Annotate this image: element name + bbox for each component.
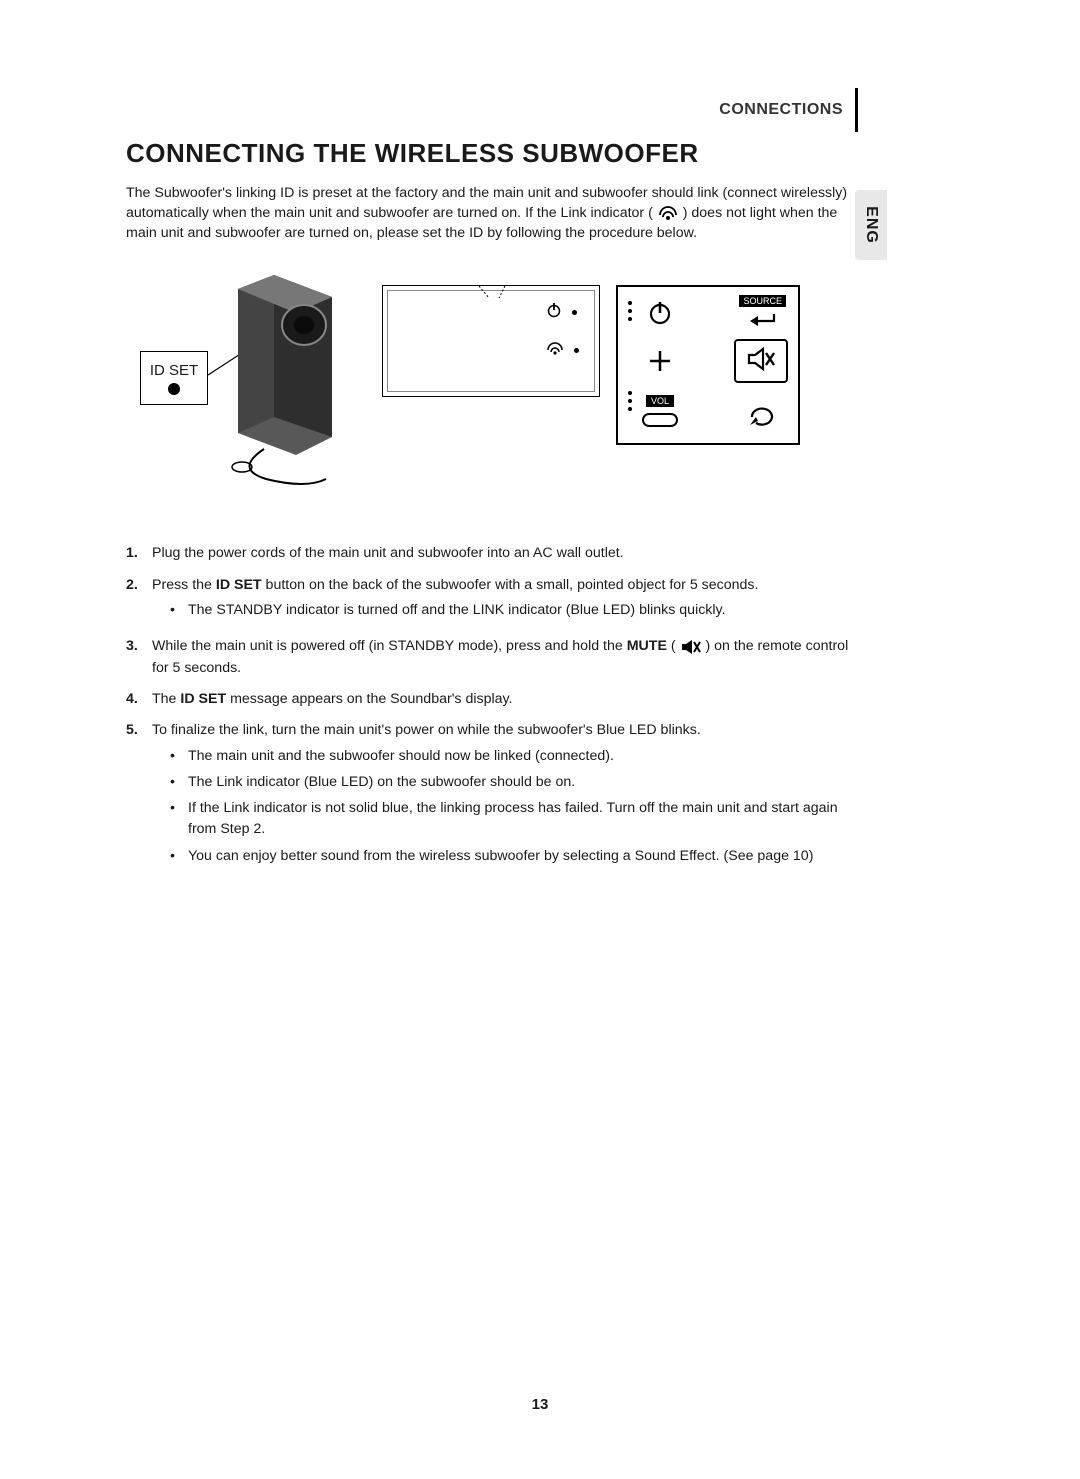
link-signal-icon	[657, 205, 683, 221]
subwoofer-diagram: ID SET	[126, 269, 366, 499]
step-number: 2.	[126, 575, 152, 627]
language-tab-text: ENG	[862, 206, 880, 244]
page-header: CONNECTIONS	[719, 88, 858, 132]
step-item: 2.Press the ID SET button on the back of…	[126, 575, 860, 627]
step-body: Plug the power cords of the main unit an…	[152, 543, 860, 564]
mute-icon	[746, 346, 776, 377]
step-item: 4.The ID SET message appears on the Soun…	[126, 689, 860, 710]
mute-icon	[680, 638, 702, 654]
step-item: 1.Plug the power cords of the main unit …	[126, 543, 860, 564]
remote-diagram: SOURCE VOL	[616, 285, 800, 445]
steps-list: 1.Plug the power cords of the main unit …	[126, 543, 860, 872]
source-label: SOURCE	[739, 295, 786, 307]
step-number: 1.	[126, 543, 152, 564]
header-divider	[855, 88, 858, 132]
bullet-text: If the Link indicator is not solid blue,…	[188, 798, 860, 841]
section-label: CONNECTIONS	[719, 101, 855, 119]
bullet-item: •The Link indicator (Blue LED) on the su…	[152, 772, 860, 793]
led-dot-icon	[572, 310, 577, 315]
bullet-mark: •	[170, 846, 188, 867]
power-button-icon	[646, 299, 674, 332]
remote-dots-top	[628, 301, 632, 321]
standby-indicator	[546, 302, 579, 323]
bullet-item: •The STANDBY indicator is turned off and…	[152, 600, 860, 621]
subwoofer-svg	[126, 269, 366, 499]
step-number: 5.	[126, 720, 152, 872]
intro-paragraph: The Subwoofer's linking ID is preset at …	[126, 183, 860, 243]
step-number: 4.	[126, 689, 152, 710]
bullet-mark: •	[170, 746, 188, 767]
bullet-text: The Link indicator (Blue LED) on the sub…	[188, 772, 575, 793]
bullet-item: •You can enjoy better sound from the wir…	[152, 846, 860, 867]
step-text: To finalize the link, turn the main unit…	[152, 720, 860, 741]
content-area: CONNECTING THE WIRELESS SUBWOOFER The Su…	[126, 138, 860, 882]
back-panel-diagram	[382, 285, 600, 397]
step-body: To finalize the link, turn the main unit…	[152, 720, 860, 872]
repeat-icon	[746, 403, 778, 432]
bullet-list: •The main unit and the subwoofer should …	[152, 746, 860, 867]
plus-icon	[646, 347, 674, 383]
step-text: Press the ID SET button on the back of t…	[152, 575, 860, 596]
step-text: The ID SET message appears on the Soundb…	[152, 689, 860, 710]
back-panel-top-lines	[383, 284, 601, 304]
step-item: 5.To finalize the link, turn the main un…	[126, 720, 860, 872]
arrow-return-icon	[748, 311, 778, 334]
step-text: Plug the power cords of the main unit an…	[152, 543, 860, 564]
step-body: Press the ID SET button on the back of t…	[152, 575, 860, 627]
mute-button-highlight	[734, 339, 788, 383]
power-icon	[546, 302, 562, 323]
oval-button-icon	[642, 413, 678, 427]
back-panel-indicators	[546, 302, 579, 360]
bullet-item: •The main unit and the subwoofer should …	[152, 746, 860, 767]
step-text: While the main unit is powered off (in S…	[152, 636, 860, 679]
diagram-row: ID SET	[126, 269, 860, 499]
bullet-mark: •	[170, 772, 188, 793]
page-number: 13	[0, 1396, 1080, 1413]
remote-dots-bottom	[628, 391, 632, 411]
source-button-area: SOURCE	[739, 295, 786, 334]
step-item: 3.While the main unit is powered off (in…	[126, 636, 860, 679]
bullet-list: •The STANDBY indicator is turned off and…	[152, 600, 860, 621]
step-number: 3.	[126, 636, 152, 679]
bullet-mark: •	[170, 798, 188, 841]
step-body: While the main unit is powered off (in S…	[152, 636, 860, 679]
bullet-text: The STANDBY indicator is turned off and …	[188, 600, 726, 621]
bullet-mark: •	[170, 600, 188, 621]
link-indicator	[546, 341, 579, 360]
led-dot-icon	[574, 348, 579, 353]
bullet-text: The main unit and the subwoofer should n…	[188, 746, 614, 767]
step-body: The ID SET message appears on the Soundb…	[152, 689, 860, 710]
vol-label: VOL	[646, 395, 674, 407]
bullet-item: •If the Link indicator is not solid blue…	[152, 798, 860, 841]
page-title: CONNECTING THE WIRELESS SUBWOOFER	[126, 138, 860, 169]
bullet-text: You can enjoy better sound from the wire…	[188, 846, 813, 867]
link-signal-icon	[546, 341, 564, 360]
